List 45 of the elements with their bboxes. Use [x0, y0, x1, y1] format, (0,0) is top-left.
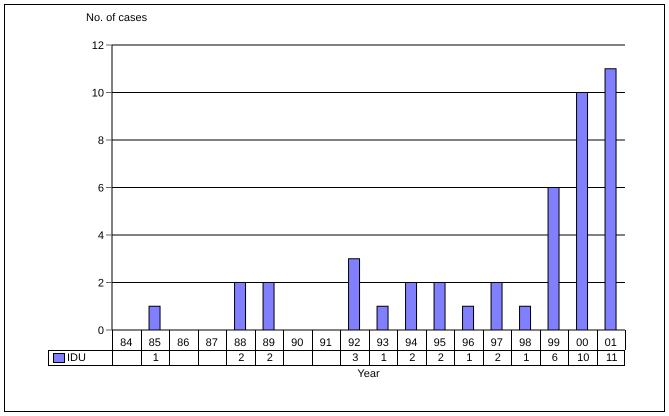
bar	[462, 306, 474, 330]
y-tick-label: 12	[92, 40, 104, 52]
legend-label: IDU	[67, 352, 86, 364]
x-tick-label: 97	[490, 336, 503, 349]
bar	[376, 306, 389, 330]
data-label: 11	[596, 351, 626, 365]
x-axis-title: Year	[356, 368, 381, 380]
data-label: 10	[568, 351, 598, 365]
bar	[148, 306, 161, 330]
bar	[519, 306, 532, 330]
x-tick-label: 95	[434, 336, 446, 349]
data-label: 1	[368, 351, 398, 365]
y-tick-label: 6	[98, 182, 104, 194]
data-label: 1	[511, 351, 540, 365]
x-tick-label: 91	[320, 336, 332, 349]
data-label: 2	[397, 351, 426, 365]
y-tick-label: 8	[98, 134, 104, 147]
data-label: 1	[454, 351, 484, 365]
y-axis-title: No. of cases	[86, 12, 148, 24]
data-label: 1	[140, 351, 170, 365]
x-tick-label: 88	[234, 336, 246, 349]
x-tick-label: 85	[148, 336, 161, 349]
x-tick-label: 84	[120, 336, 132, 349]
y-tick-label: 10	[92, 87, 104, 100]
x-tick-label: 90	[291, 336, 304, 349]
x-tick-label: 96	[462, 336, 474, 349]
x-tick-label: 94	[405, 336, 418, 349]
x-tick-label: 92	[348, 336, 360, 349]
x-tick-label: 98	[519, 336, 532, 349]
y-tick-label: 2	[98, 277, 104, 290]
x-tick-label: 87	[206, 336, 218, 349]
data-label: 2	[482, 351, 512, 365]
data-label: 2	[226, 351, 256, 365]
data-label: 6	[540, 351, 569, 365]
x-tick-label: 00	[576, 336, 588, 349]
x-tick-label: 86	[177, 336, 190, 349]
x-tick-label: 89	[262, 336, 275, 349]
x-tick-label: 93	[376, 336, 389, 349]
y-tick-label: 0	[98, 324, 104, 337]
data-label: 2	[254, 351, 284, 365]
data-label: 2	[426, 351, 455, 365]
y-tick-label: 4	[98, 230, 104, 242]
data-label: 3	[340, 351, 370, 365]
x-tick-label: 99	[548, 336, 560, 349]
x-tick-label: 01	[604, 336, 617, 349]
